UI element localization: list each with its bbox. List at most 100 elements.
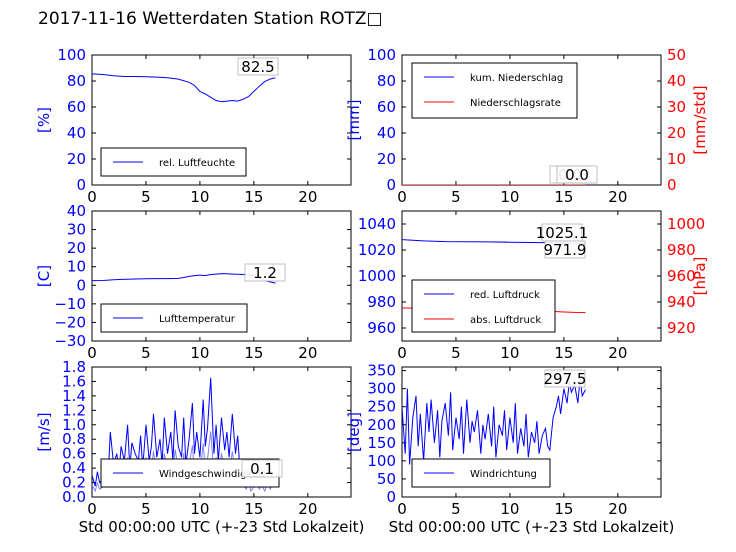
panel-2-legend-label-2: Niederschlagsrate: [470, 98, 561, 109]
panel-3-ytick-label: −30: [54, 332, 86, 350]
panel-6-ytick-label: 50: [377, 470, 396, 488]
panel-5-xtick-label: 10: [190, 500, 209, 518]
panel-4-xtick-label: 15: [554, 344, 573, 362]
panel-3-legend-label-1: Lufttemperatur: [159, 314, 236, 325]
panel-6-xtick-label: 20: [608, 500, 627, 518]
panel-6-ytick-label: 100: [367, 452, 396, 470]
panel-1-frame: [91, 54, 352, 186]
panel-3-annotation: 1.2: [253, 264, 277, 282]
panel-6-legend-label-1: Windrichtung: [470, 469, 537, 480]
panel-6-xtick-label: 10: [500, 500, 519, 518]
panel-4-xtick-label: 10: [500, 344, 519, 362]
panel-3-frame: [91, 210, 352, 342]
panel-6-ytick-label: 150: [367, 434, 396, 452]
panel-4-ytick-label: 980: [367, 293, 396, 311]
panel-6-xlabel: Std 00:00:00 UTC (+-23 Std Lokalzeit): [389, 518, 675, 536]
panel-3-ytick-label: 20: [67, 239, 86, 257]
panel-1-annotation-box: [237, 57, 279, 76]
panel-2-ytick-label: 40: [377, 124, 396, 142]
panel-3-ytick-label: 10: [67, 258, 86, 276]
panel-2-ytick-label: 20: [377, 150, 396, 168]
panel-3-xtick-label: 10: [190, 344, 209, 362]
panel-2-y2tick-label: 50: [667, 46, 686, 64]
panel-1-ylabel: [%]: [35, 107, 53, 133]
panel-2-ytick-label: 100: [367, 46, 396, 64]
panel-6-ylabel: [deg]: [345, 412, 363, 452]
panel-4-ytick-label: 960: [367, 319, 396, 337]
panel-1-ytick-label: 100: [57, 46, 86, 64]
panel-2-annotation: 0.0: [565, 166, 589, 184]
panel-5-ylabel: [m/s]: [35, 412, 53, 451]
panel-1-xtick-label: 10: [190, 188, 209, 206]
panel-6-annotation-box: [544, 369, 586, 388]
panel-5-ytick-label: 1.8: [62, 358, 86, 376]
panel-6-xtick-label: 0: [397, 500, 407, 518]
panel-3-ytick-label: 30: [67, 221, 86, 239]
panel-1-ytick-label: 20: [67, 150, 86, 168]
panel-2-legend-label-1: kum. Niederschlag: [470, 73, 563, 84]
panel-6-frame: [401, 366, 662, 498]
panel-1-ytick-label: 0: [76, 176, 86, 194]
panel-1-series-1-line: [92, 73, 276, 103]
panel-3-xtick-label: 5: [141, 344, 151, 362]
panel-5-ytick-label: 1.0: [62, 416, 86, 434]
panel-5-legend-label-1: Windgeschwindigkeit: [159, 469, 265, 480]
panel-4-ytick-label: 1040: [358, 215, 396, 233]
panel-2-y2tick-label: 30: [667, 98, 686, 116]
panel-1-ytick-label: 40: [67, 124, 86, 142]
panel-6-ytick-label: 350: [367, 362, 396, 380]
panel-4-xtick-label: 0: [397, 344, 407, 362]
panel-2-ytick-label: 80: [377, 72, 396, 90]
panel-2-y2tick-label: 20: [667, 124, 686, 142]
panel-5-ytick-label: 1.2: [62, 401, 86, 419]
panel-2-y2tick-label: 0: [667, 176, 677, 194]
panel-4-annotation: 1025.1: [536, 224, 589, 242]
panel-2-ytick-label: 0: [386, 176, 396, 194]
panel-2-ytick-label: 60: [377, 98, 396, 116]
panel-4-legend-label-2: abs. Luftdruck: [470, 315, 541, 326]
panel-6-xtick-label: 15: [554, 500, 573, 518]
panel-5-annotation-box: [241, 459, 283, 478]
panel-3-xtick-label: 15: [244, 344, 263, 362]
panel-6-annotation: 297.5: [544, 370, 587, 388]
panel-2-xtick-label: 15: [554, 188, 573, 206]
figure-title: 2017-11-16 Wetterdaten Station ROTZ□: [38, 9, 383, 29]
panel-4-ytick-label: 1020: [358, 241, 396, 259]
panel-6-xtick-label: 5: [451, 500, 461, 518]
panel-4-y2tick-label: 1000: [667, 215, 705, 233]
panel-4-xtick-label: 5: [451, 344, 461, 362]
panel-3-xtick-label: 20: [298, 344, 317, 362]
panel-6-ytick-label: 300: [367, 380, 396, 398]
panel-4-y2tick-label: 960: [667, 267, 696, 285]
panel-2-ylabel: [mm]: [345, 100, 363, 141]
panel-1-xtick-label: 20: [298, 188, 317, 206]
panel-4-y2tick-label: 920: [667, 319, 696, 337]
panel-6-ytick-label: 250: [367, 398, 396, 416]
panel-5-xlabel: Std 00:00:00 UTC (+-23 Std Lokalzeit): [79, 518, 365, 536]
panel-3-ytick-label: −10: [54, 295, 86, 313]
panel-5-ytick-label: 0.0: [62, 488, 86, 506]
panel-2-xtick-label: 10: [500, 188, 519, 206]
panel-4-legend-box: [411, 279, 556, 333]
panel-3-ylabel: [C]: [35, 265, 53, 287]
panel-5-ytick-label: 0.2: [62, 474, 86, 492]
panel-4-annotation-box: [544, 240, 586, 259]
panel-5-annotation: 0.1: [250, 460, 274, 478]
panel-1-ytick-label: 60: [67, 98, 86, 116]
panel-1-ytick-label: 80: [67, 72, 86, 90]
panel-4-y2label: [hPa]: [691, 257, 709, 296]
panel-5-ytick-label: 0.8: [62, 430, 86, 448]
panel-2-y2tick-label: 40: [667, 72, 686, 90]
panel-6-series-1-line: [402, 377, 586, 465]
panel-4-y2tick-label: 980: [667, 241, 696, 259]
panel-5-xtick-label: 5: [141, 500, 151, 518]
panel-5-ytick-label: 1.6: [62, 372, 86, 390]
panel-2-y2tick-label: 10: [667, 150, 686, 168]
panel-3-ytick-label: 0: [76, 276, 86, 294]
panel-1-legend-label-1: rel. Luftfeuchte: [159, 158, 235, 169]
panel-2-xtick-label: 0: [397, 188, 407, 206]
panel-4-xtick-label: 20: [608, 344, 627, 362]
panel-5-ytick-label: 0.4: [62, 459, 86, 477]
panel-4-y2tick-label: 940: [667, 293, 696, 311]
